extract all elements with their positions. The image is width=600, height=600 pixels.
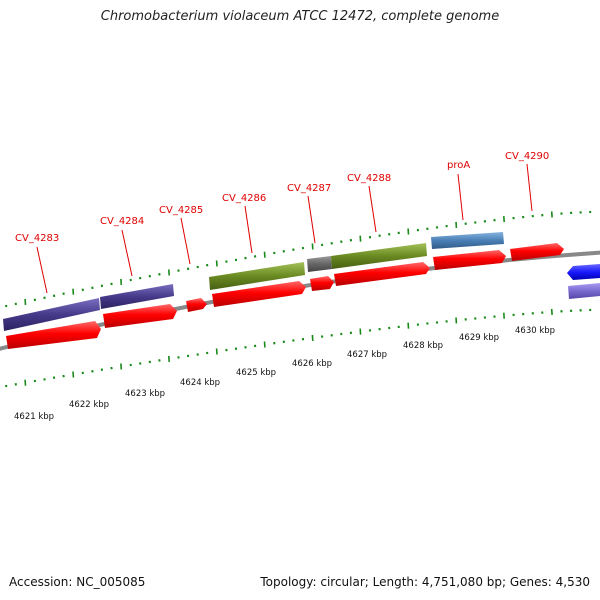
scale-label-4629: 4629 kbp bbox=[459, 333, 499, 343]
gc-skew-ticks-lower bbox=[5, 308, 592, 388]
scale-label-4621: 4621 kbp bbox=[14, 412, 54, 422]
scale-label-4628: 4628 kbp bbox=[403, 341, 443, 351]
feature-track bbox=[3, 232, 600, 349]
feature-cv4284-cds[interactable] bbox=[103, 304, 177, 328]
genome-summary-text: Topology: circular; Length: 4,751,080 bp… bbox=[260, 575, 590, 589]
scale-label-4625: 4625 kbp bbox=[236, 368, 276, 378]
gc-skew-ticks-upper bbox=[5, 210, 592, 308]
feature-cv4290-cds[interactable] bbox=[510, 243, 564, 261]
label-leader-lines bbox=[36, 163, 533, 294]
feature-cv4288-cds[interactable] bbox=[334, 262, 430, 286]
feature-reverse-cog[interactable] bbox=[568, 283, 600, 299]
feature-cv4283-cds[interactable] bbox=[6, 321, 101, 349]
feature-reverse-cds[interactable] bbox=[567, 264, 600, 280]
feature-cv4288-cog[interactable] bbox=[331, 243, 427, 269]
feature-cv4285-cds[interactable] bbox=[186, 298, 207, 312]
gene-label-cv4283[interactable]: CV_4283 bbox=[15, 233, 59, 244]
accession-text: Accession: NC_005085 bbox=[9, 575, 146, 589]
scale-label-4624: 4624 kbp bbox=[180, 378, 220, 388]
feature-cv4286-cog[interactable] bbox=[209, 262, 305, 290]
scale-labels: 4621 kbp 4622 kbp 4623 kbp 4624 kbp 4625… bbox=[14, 326, 555, 422]
gene-label-cv4286[interactable]: CV_4286 bbox=[222, 193, 266, 204]
gene-label-cv4284[interactable]: CV_4284 bbox=[100, 216, 144, 227]
scale-label-4623: 4623 kbp bbox=[125, 389, 165, 399]
feature-cv4284-cog[interactable] bbox=[100, 284, 174, 309]
gene-label-cv4288[interactable]: CV_4288 bbox=[347, 173, 391, 184]
scale-label-4630: 4630 kbp bbox=[515, 326, 555, 336]
feature-proa-cds[interactable] bbox=[433, 250, 506, 270]
map-title: Chromobacterium violaceum ATCC 12472, co… bbox=[100, 9, 500, 24]
feature-cv4287-cog[interactable] bbox=[307, 256, 332, 272]
gene-label-cv4285[interactable]: CV_4285 bbox=[159, 205, 203, 216]
scale-label-4622: 4622 kbp bbox=[69, 400, 109, 410]
gene-label-cv4287[interactable]: CV_4287 bbox=[287, 183, 331, 194]
feature-proa-cog[interactable] bbox=[431, 232, 504, 249]
scale-label-4626: 4626 kbp bbox=[292, 359, 332, 369]
gene-label-cv4290[interactable]: CV_4290 bbox=[505, 151, 549, 162]
feature-cv4283-cog[interactable] bbox=[3, 298, 100, 331]
gene-labels: CV_4283 CV_4284 CV_4285 CV_4286 CV_4287 … bbox=[15, 151, 549, 244]
feature-cv4287-cds[interactable] bbox=[310, 276, 334, 291]
gene-label-proa[interactable]: proA bbox=[447, 160, 470, 171]
scale-label-4627: 4627 kbp bbox=[347, 350, 387, 360]
feature-cv4286-cds[interactable] bbox=[212, 281, 306, 307]
